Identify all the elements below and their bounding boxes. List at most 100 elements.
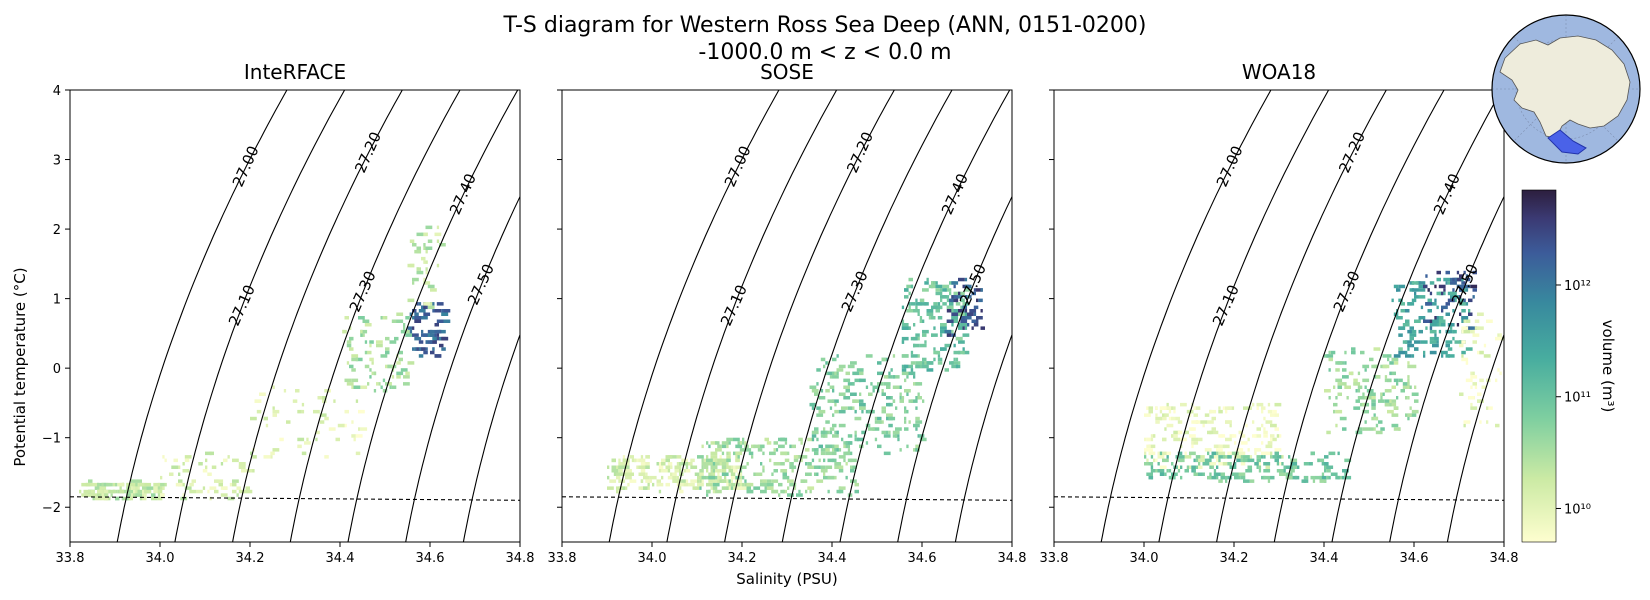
ts-cell bbox=[908, 420, 911, 424]
ts-cell bbox=[746, 489, 754, 494]
ts-cell bbox=[1382, 364, 1390, 369]
ts-cell bbox=[618, 462, 626, 466]
ts-cell bbox=[620, 469, 623, 473]
ts-cell bbox=[820, 434, 826, 438]
ts-cell bbox=[1335, 423, 1338, 428]
ts-cell bbox=[973, 312, 977, 316]
ts-cell bbox=[1303, 462, 1309, 466]
ts-cell bbox=[1292, 465, 1300, 469]
ts-cell bbox=[701, 479, 704, 483]
ts-cell bbox=[405, 371, 410, 376]
ts-cell bbox=[1321, 472, 1325, 476]
ts-cell bbox=[1294, 475, 1298, 480]
ts-cell bbox=[814, 427, 819, 431]
ts-cell bbox=[919, 343, 927, 348]
ts-cell bbox=[694, 486, 700, 490]
ts-cell bbox=[1164, 406, 1172, 410]
x-tick-label: 34.4 bbox=[1310, 551, 1339, 566]
ts-cell bbox=[773, 462, 781, 466]
ts-cell bbox=[715, 458, 720, 463]
ts-cell bbox=[816, 413, 824, 417]
ts-cell bbox=[820, 448, 824, 452]
ts-cell bbox=[1434, 298, 1437, 303]
ts-cell bbox=[421, 329, 424, 334]
ts-cell bbox=[88, 479, 93, 483]
ts-cell bbox=[784, 458, 790, 463]
ts-cell bbox=[618, 469, 621, 473]
ts-cell bbox=[351, 368, 356, 372]
ts-cell bbox=[1479, 350, 1484, 355]
ts-cell bbox=[782, 472, 787, 476]
ts-cell bbox=[238, 462, 246, 466]
ts-cell bbox=[739, 469, 743, 473]
ts-cell bbox=[1423, 319, 1430, 323]
ts-cell bbox=[800, 479, 808, 483]
ts-cell bbox=[706, 455, 709, 459]
ts-cell bbox=[760, 462, 763, 466]
ts-cell bbox=[955, 357, 959, 362]
ts-cell bbox=[1463, 329, 1471, 334]
ts-cell bbox=[888, 375, 893, 379]
ts-cell bbox=[692, 486, 697, 490]
ts-cell bbox=[726, 437, 734, 442]
ts-cell bbox=[432, 340, 437, 344]
ts-cell bbox=[726, 465, 731, 469]
ts-cell bbox=[259, 392, 266, 396]
ts-cell bbox=[818, 465, 821, 469]
ts-cell bbox=[717, 472, 720, 476]
ts-cell bbox=[346, 361, 350, 365]
ts-cell bbox=[1272, 437, 1277, 442]
ts-cell bbox=[414, 312, 419, 316]
ts-cell bbox=[371, 361, 374, 365]
ts-cell bbox=[906, 392, 909, 396]
ts-cell bbox=[791, 469, 794, 473]
ts-cell bbox=[1407, 364, 1410, 369]
ts-cell bbox=[951, 316, 959, 320]
ts-cell bbox=[937, 357, 943, 362]
ts-cell bbox=[1427, 288, 1430, 292]
ts-cell bbox=[1344, 475, 1352, 480]
ts-cell bbox=[1324, 389, 1331, 393]
ts-cell bbox=[892, 354, 896, 358]
ts-cell bbox=[958, 361, 961, 365]
ts-cell bbox=[1407, 375, 1410, 379]
ts-cell bbox=[144, 493, 147, 497]
ts-cell bbox=[232, 479, 239, 483]
ts-cell bbox=[1261, 423, 1264, 428]
ts-cell bbox=[1445, 312, 1450, 316]
ts-cell bbox=[847, 382, 855, 386]
ts-cell bbox=[1153, 458, 1156, 463]
ts-cell bbox=[297, 444, 302, 449]
ts-cell bbox=[1173, 437, 1181, 442]
ts-cell bbox=[373, 389, 377, 393]
ts-cell bbox=[721, 465, 727, 469]
ts-cell bbox=[899, 392, 902, 396]
ts-cell bbox=[425, 270, 428, 275]
ts-cell bbox=[1231, 472, 1239, 476]
ts-cell bbox=[1470, 326, 1478, 330]
ts-cell bbox=[908, 277, 913, 282]
ts-cell bbox=[973, 323, 979, 327]
ts-cell bbox=[1339, 382, 1347, 386]
ts-cell bbox=[814, 451, 819, 456]
ts-cell bbox=[376, 382, 379, 386]
ts-cell bbox=[850, 458, 857, 463]
ts-cell bbox=[958, 291, 965, 296]
ts-cell bbox=[133, 482, 138, 487]
isopycnal-line bbox=[232, 90, 403, 542]
ts-cell bbox=[854, 437, 857, 442]
ts-cell bbox=[789, 444, 792, 449]
ts-cell bbox=[1357, 396, 1365, 400]
ts-cell bbox=[811, 434, 817, 438]
ts-cell bbox=[809, 385, 817, 389]
ts-cell bbox=[1465, 274, 1469, 278]
ts-cell bbox=[1240, 462, 1246, 466]
ts-cell bbox=[169, 472, 174, 476]
ts-cell bbox=[1328, 368, 1331, 372]
ts-cell bbox=[881, 389, 884, 393]
ts-cell bbox=[441, 347, 446, 351]
ts-cell bbox=[351, 378, 359, 383]
ts-cell bbox=[859, 402, 866, 407]
ts-cell bbox=[1263, 430, 1268, 435]
ts-cell bbox=[1225, 437, 1232, 442]
